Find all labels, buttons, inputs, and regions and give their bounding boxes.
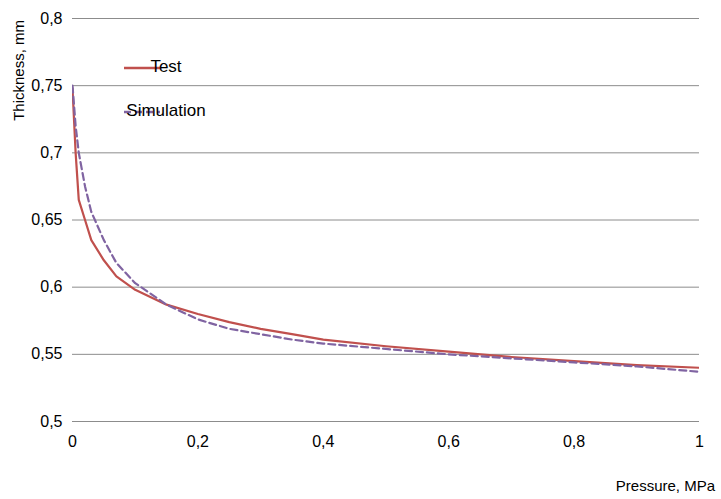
svg-text:0: 0 [68,433,77,450]
svg-text:Thickness, mm: Thickness, mm [10,20,27,121]
svg-text:0,65: 0,65 [31,211,62,228]
svg-text:0,8: 0,8 [40,10,62,27]
svg-text:Test: Test [150,57,181,76]
svg-text:0,5: 0,5 [40,413,62,430]
svg-text:0,8: 0,8 [563,433,585,450]
svg-text:0,6: 0,6 [40,278,62,295]
svg-text:0,55: 0,55 [31,345,62,362]
svg-text:0,75: 0,75 [31,77,62,94]
svg-text:0,2: 0,2 [187,433,209,450]
svg-text:Simulation: Simulation [126,101,205,120]
svg-text:0,4: 0,4 [312,433,334,450]
svg-text:1: 1 [695,433,704,450]
svg-text:0,7: 0,7 [40,144,62,161]
svg-text:0,6: 0,6 [438,433,460,450]
svg-text:Pressure, MPa: Pressure, MPa [616,477,716,494]
